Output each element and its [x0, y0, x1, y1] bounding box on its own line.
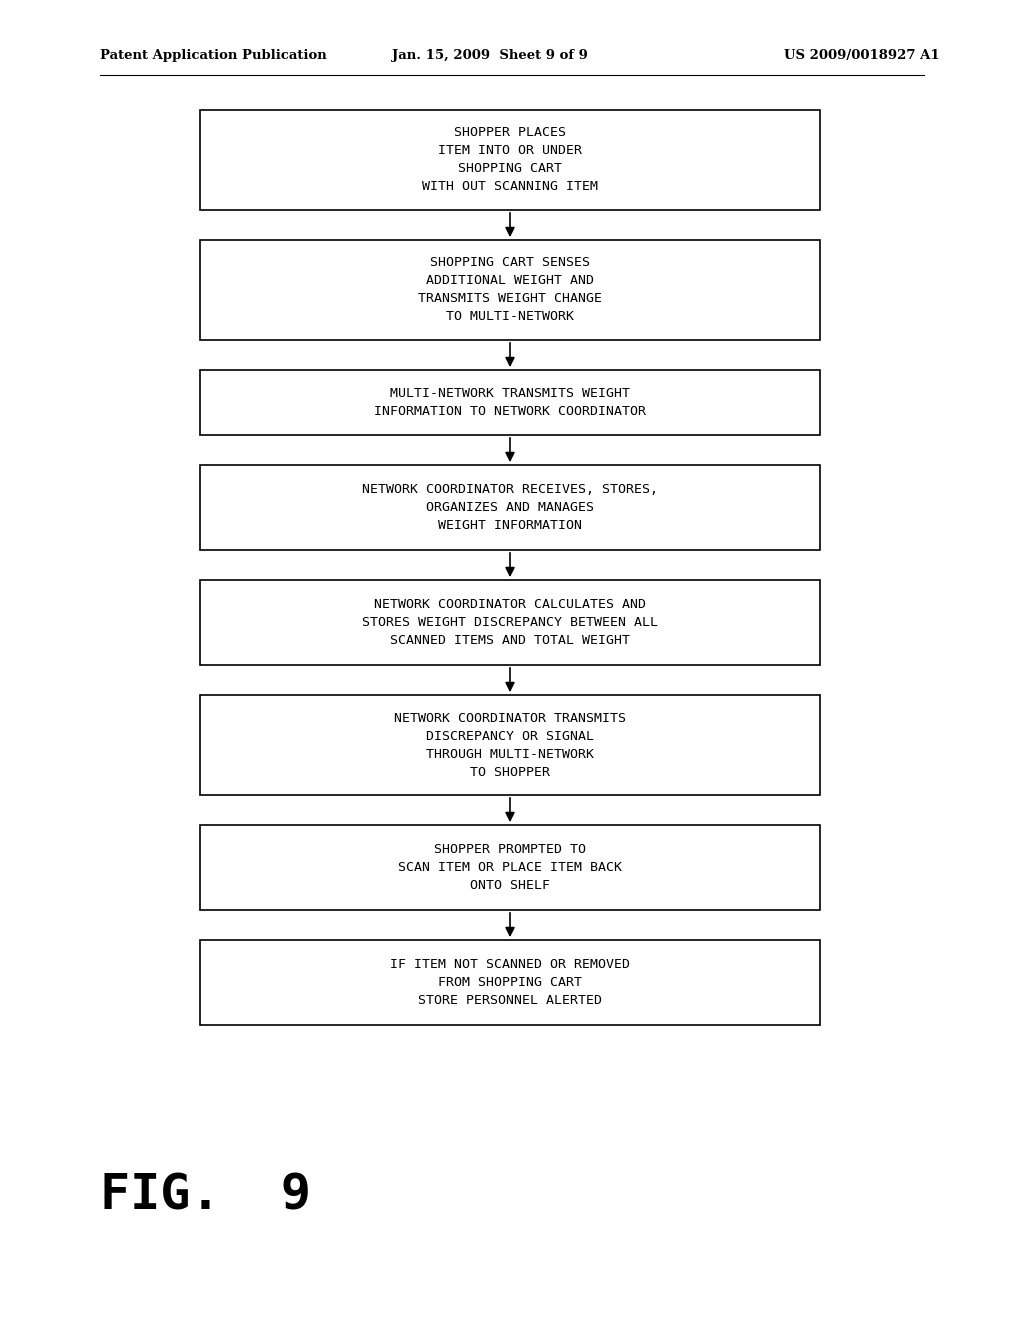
Text: FIG.  9: FIG. 9 — [100, 1171, 311, 1218]
Bar — [200, 940, 820, 1026]
Bar — [200, 696, 820, 795]
Text: IF ITEM NOT SCANNED OR REMOVED
FROM SHOPPING CART
STORE PERSONNEL ALERTED: IF ITEM NOT SCANNED OR REMOVED FROM SHOP… — [390, 958, 630, 1007]
Bar — [200, 465, 820, 550]
Bar — [200, 110, 820, 210]
Bar — [200, 370, 820, 436]
Text: Jan. 15, 2009  Sheet 9 of 9: Jan. 15, 2009 Sheet 9 of 9 — [392, 49, 588, 62]
Text: NETWORK COORDINATOR RECEIVES, STORES,
ORGANIZES AND MANAGES
WEIGHT INFORMATION: NETWORK COORDINATOR RECEIVES, STORES, OR… — [362, 483, 658, 532]
Bar — [200, 825, 820, 909]
Text: NETWORK COORDINATOR TRANSMITS
DISCREPANCY OR SIGNAL
THROUGH MULTI-NETWORK
TO SHO: NETWORK COORDINATOR TRANSMITS DISCREPANC… — [394, 711, 626, 779]
Bar — [200, 579, 820, 665]
Text: SHOPPER PROMPTED TO
SCAN ITEM OR PLACE ITEM BACK
ONTO SHELF: SHOPPER PROMPTED TO SCAN ITEM OR PLACE I… — [398, 843, 622, 892]
Text: NETWORK COORDINATOR CALCULATES AND
STORES WEIGHT DISCREPANCY BETWEEN ALL
SCANNED: NETWORK COORDINATOR CALCULATES AND STORE… — [362, 598, 658, 647]
Bar — [200, 240, 820, 341]
Text: US 2009/0018927 A1: US 2009/0018927 A1 — [784, 49, 940, 62]
Text: SHOPPING CART SENSES
ADDITIONAL WEIGHT AND
TRANSMITS WEIGHT CHANGE
TO MULTI-NETW: SHOPPING CART SENSES ADDITIONAL WEIGHT A… — [418, 256, 602, 323]
Text: Patent Application Publication: Patent Application Publication — [100, 49, 327, 62]
Text: MULTI-NETWORK TRANSMITS WEIGHT
INFORMATION TO NETWORK COORDINATOR: MULTI-NETWORK TRANSMITS WEIGHT INFORMATI… — [374, 387, 646, 418]
Text: SHOPPER PLACES
ITEM INTO OR UNDER
SHOPPING CART
WITH OUT SCANNING ITEM: SHOPPER PLACES ITEM INTO OR UNDER SHOPPI… — [422, 127, 598, 194]
